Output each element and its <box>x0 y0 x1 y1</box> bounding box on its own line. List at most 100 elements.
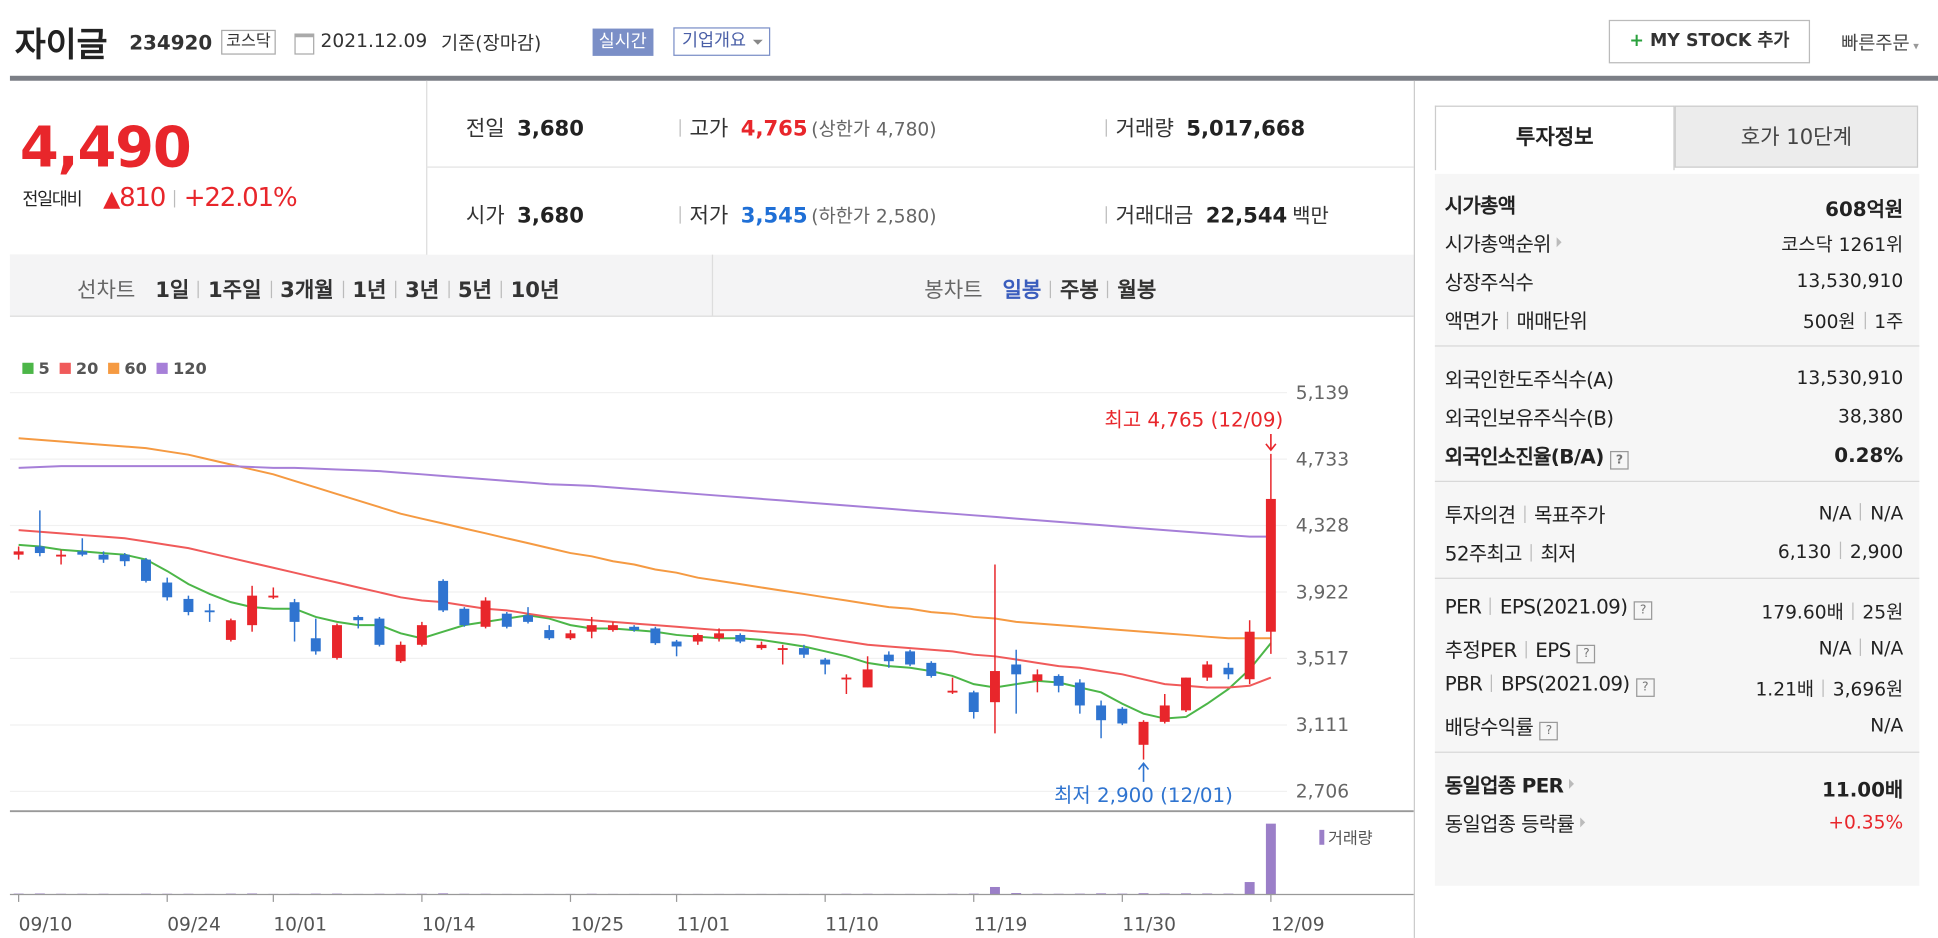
candle-body <box>56 554 67 557</box>
date: 2021.12.09 <box>320 29 428 53</box>
section-rule <box>1434 480 1920 483</box>
candle-body <box>332 625 342 658</box>
summary-cell: 고가 4,765 (상한가 4,780) <box>671 111 937 142</box>
candle-body <box>268 595 279 598</box>
more-arrow[interactable] <box>1557 237 1562 248</box>
legend-swatch <box>59 362 71 374</box>
change-pct: +22.01% <box>183 182 298 213</box>
period-tab[interactable]: 3개월 <box>280 278 334 304</box>
period-tab[interactable]: 1주일 <box>207 278 262 304</box>
candle-body <box>1138 721 1149 745</box>
separator <box>342 280 344 299</box>
separator <box>1530 544 1532 562</box>
label-part: 외국인소진율(B/A) <box>1444 444 1604 469</box>
panel-tab[interactable]: 투자정보 <box>1434 105 1675 171</box>
help-icon[interactable]: ? <box>1635 678 1655 697</box>
x-tick-label: 11/19 <box>974 914 1028 935</box>
value-part: 25원 <box>1862 601 1904 624</box>
value-part: 608억원 <box>1825 197 1904 222</box>
mystock-label: MY STOCK 추가 <box>1649 31 1790 51</box>
candle-body <box>416 625 427 645</box>
candle-body <box>225 620 236 640</box>
y-tick-label: 3,922 <box>1296 582 1349 603</box>
help-icon[interactable]: ? <box>1609 450 1629 470</box>
period-tab[interactable]: 주봉 <box>1059 278 1099 304</box>
legend-label: 5 <box>38 360 50 379</box>
help-icon[interactable]: ? <box>1633 601 1653 620</box>
market-badge: 코스닥 <box>221 29 276 55</box>
period-tab[interactable]: 1일 <box>155 278 190 304</box>
more-arrow[interactable] <box>1580 817 1586 828</box>
more-arrow[interactable] <box>1569 778 1575 789</box>
value-part: 1.21배 <box>1755 678 1815 701</box>
candle-body <box>629 626 640 631</box>
summary-value: 3,545 <box>740 203 808 229</box>
candle-body <box>119 554 130 562</box>
summary-value: 5,017,668 <box>1186 116 1306 142</box>
realtime-button[interactable]: 실시간 <box>592 28 654 56</box>
candle-body <box>1074 682 1085 706</box>
row-label: 배당수익률? <box>1445 711 1558 741</box>
value-part: 11.00배 <box>1822 777 1904 802</box>
panel-tab[interactable]: 호가 10단계 <box>1674 105 1919 168</box>
label-part: 시가총액 <box>1444 193 1516 218</box>
mystock-button[interactable]: + MY STOCK 추가 <box>1608 19 1811 64</box>
y-tick-label: 3,111 <box>1296 715 1349 736</box>
label-part: 최저 <box>1540 541 1577 566</box>
candle-body <box>353 616 364 621</box>
row-label: 시가총액 <box>1445 189 1516 219</box>
period-tab[interactable]: 3년 <box>405 278 440 304</box>
candle-body <box>438 580 449 611</box>
help-icon[interactable]: ? <box>1539 721 1558 741</box>
candle-body <box>544 630 555 639</box>
period-tab[interactable]: 일봉 <box>1002 278 1042 304</box>
period-tab[interactable]: 1년 <box>352 278 387 304</box>
label-part: 외국인한도주식수(A) <box>1444 367 1614 392</box>
period-tab[interactable]: 5년 <box>457 278 492 304</box>
candle-body <box>989 671 1000 703</box>
low-arrow <box>1137 761 1150 782</box>
period-tab[interactable]: 월봉 <box>1117 278 1157 304</box>
candle-body <box>310 638 321 652</box>
separator <box>1525 641 1527 659</box>
row-label: 추정PER EPS? <box>1445 634 1596 664</box>
y-tick-label: 3,517 <box>1296 649 1349 670</box>
legend-label: 60 <box>124 360 147 379</box>
high-arrow <box>1265 433 1277 452</box>
summary-cell: 전일 3,680 <box>466 111 584 142</box>
stock-name: 자이글 <box>14 26 108 65</box>
row-value: 38,380 <box>1838 405 1903 427</box>
line-chart-label: 선차트 <box>77 278 136 304</box>
period-tab[interactable]: 10년 <box>510 278 560 304</box>
legend-item: 120 <box>156 360 207 379</box>
candle-body <box>289 602 300 622</box>
separator <box>447 280 450 299</box>
invest-panel: 투자정보 호가 10단계 시가총액 608억원 시가총액순위 코스닥 1261위 상장주식수… <box>1434 105 1920 886</box>
summary-value: 4,765 <box>740 116 808 142</box>
candle-body <box>735 634 746 642</box>
summary-label: 고가 <box>689 116 729 142</box>
summary-value: 22,544 <box>1205 203 1288 229</box>
line-tabs: 선차트 1일 1주일 3개월 1년 3년 5년 10년 <box>77 272 559 303</box>
x-tick-label: 10/25 <box>570 914 624 935</box>
change-label: 전일대비 <box>22 190 82 210</box>
help-icon[interactable]: ? <box>1576 644 1596 664</box>
candle-body <box>671 641 682 647</box>
row-value: N/A N/A <box>1819 502 1904 524</box>
value-part: 179.60배 <box>1761 601 1844 624</box>
volume-bar <box>1011 893 1022 895</box>
value-part: 38,380 <box>1837 404 1904 428</box>
row-label: 외국인한도주식수(A) <box>1445 363 1614 393</box>
separator <box>1860 638 1862 656</box>
caret <box>752 39 763 45</box>
candle-body <box>183 598 194 613</box>
overview-dropdown[interactable]: 기업개요 <box>673 27 770 56</box>
x-tick-label: 11/10 <box>825 914 879 935</box>
candle-body <box>862 669 873 688</box>
chart-tabs: 선차트 1일 1주일 3개월 1년 3년 5년 10년 봉차트 일봉 주봉 월봉 <box>9 254 1414 317</box>
quick-order[interactable]: 빠른주문 ▾ <box>1841 32 1919 55</box>
legend-swatch <box>22 362 34 374</box>
value-part: 13,530,910 <box>1796 269 1904 292</box>
separator <box>1839 541 1842 560</box>
